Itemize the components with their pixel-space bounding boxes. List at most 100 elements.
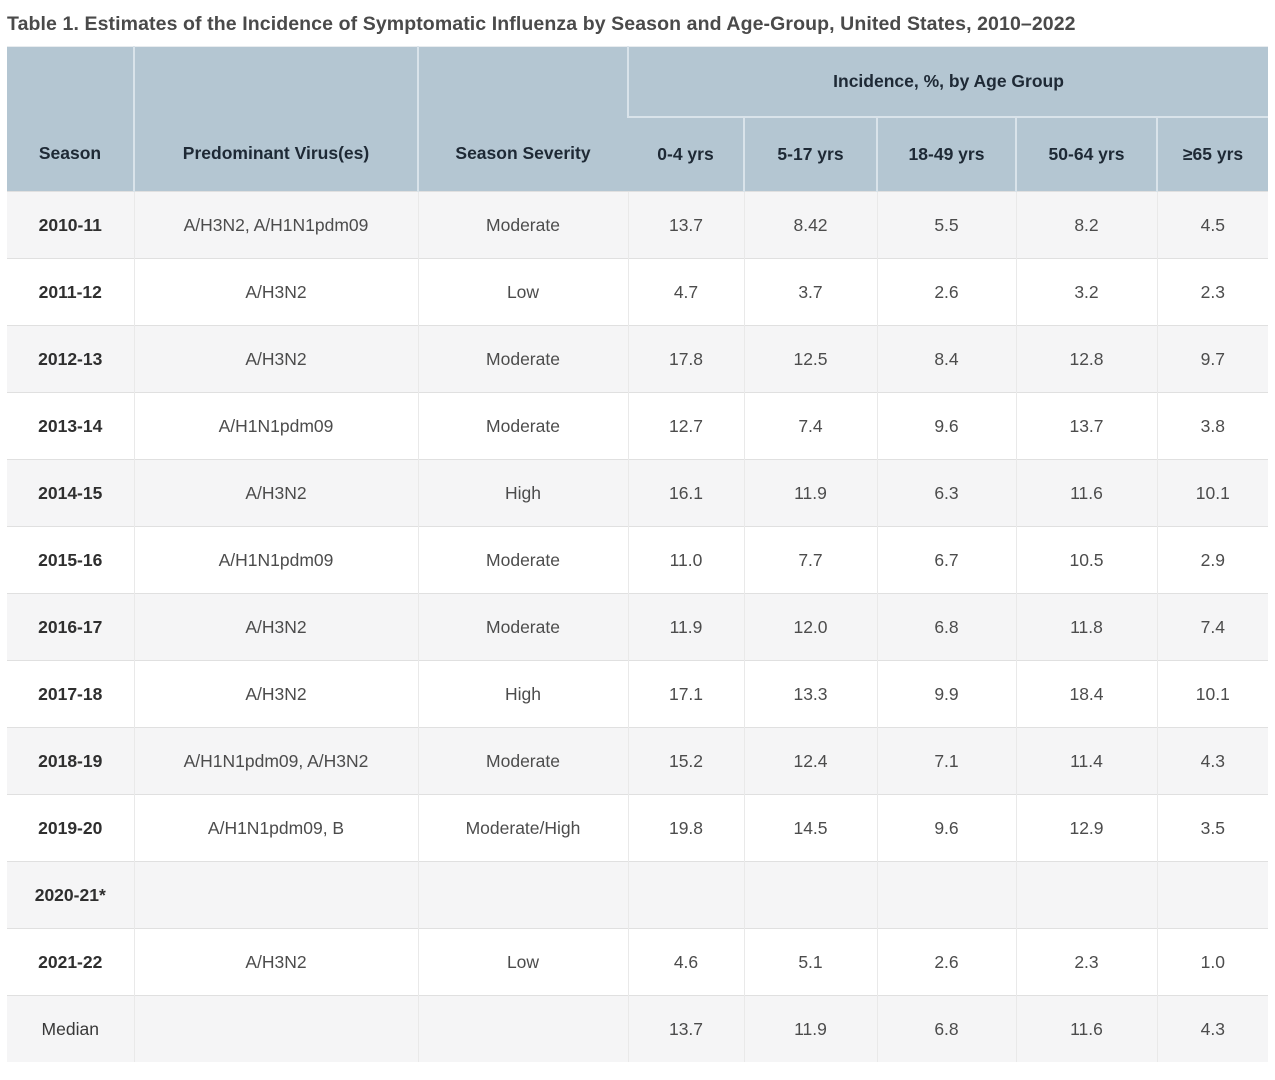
severity-cell: Moderate	[417, 191, 628, 259]
value-cell: 13.3	[743, 660, 877, 728]
table-row: 2021-22 A/H3N2 Low 4.6 5.1 2.6 2.3 1.0	[7, 928, 1269, 996]
table-row: 2016-17 A/H3N2 Moderate 11.9 12.0 6.8 11.8 7.4	[7, 593, 1269, 661]
col-header-age-18-49: 18-49 yrs	[876, 117, 1016, 192]
season-cell: 2020-21*	[7, 861, 134, 929]
table-row: 2020-21*	[7, 861, 1269, 929]
severity-cell	[417, 861, 628, 929]
virus-cell: A/H1N1pdm09	[133, 392, 418, 460]
value-cell: 12.0	[743, 593, 877, 661]
virus-cell: A/H1N1pdm09, A/H3N2	[133, 727, 418, 795]
value-cell: 7.1	[876, 727, 1016, 795]
incidence-table: Season Predominant Virus(es) Season Seve…	[7, 46, 1269, 1062]
value-cell: 8.4	[876, 325, 1016, 393]
col-header-age-0-4: 0-4 yrs	[628, 117, 744, 192]
value-cell: 2.6	[876, 258, 1016, 326]
severity-cell: Moderate	[417, 593, 628, 661]
season-cell: 2010-11	[7, 191, 134, 259]
severity-cell: High	[417, 660, 628, 728]
value-cell: 11.6	[1015, 995, 1157, 1062]
virus-cell: A/H1N1pdm09, B	[133, 794, 418, 862]
value-cell	[1156, 861, 1269, 929]
col-header-predominant-virus: Predominant Virus(es)	[133, 46, 418, 192]
virus-cell: A/H1N1pdm09	[133, 526, 418, 594]
value-cell: 13.7	[627, 191, 744, 259]
value-cell	[743, 861, 877, 929]
value-cell: 11.0	[627, 526, 744, 594]
severity-cell: Low	[417, 928, 628, 996]
value-cell: 11.6	[1015, 459, 1157, 527]
severity-cell	[417, 995, 628, 1062]
virus-cell	[133, 861, 418, 929]
value-cell: 9.7	[1156, 325, 1269, 393]
col-header-season: Season	[7, 46, 134, 192]
virus-cell: A/H3N2	[133, 928, 418, 996]
value-cell: 2.6	[876, 928, 1016, 996]
severity-cell: Moderate	[417, 526, 628, 594]
season-cell: 2016-17	[7, 593, 134, 661]
table-row: 2015-16 A/H1N1pdm09 Moderate 11.0 7.7 6.7 10.5…	[7, 526, 1269, 594]
value-cell: 12.8	[1015, 325, 1157, 393]
value-cell: 9.6	[876, 794, 1016, 862]
value-cell: 8.42	[743, 191, 877, 259]
col-header-age-65-plus: ≥65 yrs	[1155, 117, 1269, 192]
severity-cell: Moderate	[417, 727, 628, 795]
value-cell	[1015, 861, 1157, 929]
value-cell: 13.7	[1015, 392, 1157, 460]
value-cell: 5.1	[743, 928, 877, 996]
season-cell: Median	[7, 995, 134, 1062]
value-cell: 2.9	[1156, 526, 1269, 594]
value-cell: 4.3	[1156, 727, 1269, 795]
value-cell: 12.7	[627, 392, 744, 460]
value-cell: 11.9	[743, 459, 877, 527]
value-cell: 12.4	[743, 727, 877, 795]
header-row-age-groups: 0-4 yrs 5-17 yrs 18-49 yrs 50-64 yrs ≥65…	[7, 117, 1269, 192]
col-header-age-5-17: 5-17 yrs	[743, 117, 877, 192]
value-cell: 17.8	[627, 325, 744, 393]
value-cell: 12.9	[1015, 794, 1157, 862]
season-cell: 2019-20	[7, 794, 134, 862]
season-cell: 2015-16	[7, 526, 134, 594]
value-cell: 7.7	[743, 526, 877, 594]
value-cell: 3.7	[743, 258, 877, 326]
table-row: Median 13.7 11.9 6.8 11.6 4.3	[7, 995, 1269, 1062]
value-cell: 3.5	[1156, 794, 1269, 862]
value-cell	[876, 861, 1016, 929]
table-row: 2017-18 A/H3N2 High 17.1 13.3 9.9 18.4 10.1	[7, 660, 1269, 728]
value-cell: 6.7	[876, 526, 1016, 594]
col-header-season-severity: Season Severity	[417, 46, 628, 192]
season-cell: 2014-15	[7, 459, 134, 527]
virus-cell: A/H3N2	[133, 325, 418, 393]
value-cell: 13.7	[627, 995, 744, 1062]
table-row: 2012-13 A/H3N2 Moderate 17.8 12.5 8.4 12.8 9.7	[7, 325, 1269, 393]
value-cell: 15.2	[627, 727, 744, 795]
value-cell: 2.3	[1015, 928, 1157, 996]
virus-cell: A/H3N2	[133, 660, 418, 728]
table-row: 2018-19 A/H1N1pdm09, A/H3N2 Moderate 15.2 12…	[7, 727, 1269, 795]
value-cell: 18.4	[1015, 660, 1157, 728]
value-cell: 10.1	[1156, 660, 1269, 728]
severity-cell: Moderate	[417, 325, 628, 393]
value-cell: 12.5	[743, 325, 877, 393]
severity-cell: Low	[417, 258, 628, 326]
season-cell: 2017-18	[7, 660, 134, 728]
value-cell: 6.8	[876, 593, 1016, 661]
value-cell: 3.2	[1015, 258, 1157, 326]
table-row: 2013-14 A/H1N1pdm09 Moderate 12.7 7.4 9.6 13.7…	[7, 392, 1269, 460]
table-body: 2010-11 A/H3N2, A/H1N1pdm09 Moderate 13.7 8.…	[7, 191, 1269, 1062]
virus-cell: A/H3N2	[133, 459, 418, 527]
season-cell: 2012-13	[7, 325, 134, 393]
value-cell: 4.5	[1156, 191, 1269, 259]
value-cell: 11.8	[1015, 593, 1157, 661]
value-cell: 7.4	[1156, 593, 1269, 661]
value-cell	[627, 861, 744, 929]
severity-cell: High	[417, 459, 628, 527]
severity-cell: Moderate/High	[417, 794, 628, 862]
season-cell: 2018-19	[7, 727, 134, 795]
value-cell: 6.3	[876, 459, 1016, 527]
table-row: 2019-20 A/H1N1pdm09, B Moderate/High 19.8 14…	[7, 794, 1269, 862]
table-header: Season Predominant Virus(es) Season Seve…	[7, 46, 1269, 192]
col-header-age-50-64: 50-64 yrs	[1015, 117, 1157, 192]
value-cell: 9.9	[876, 660, 1016, 728]
value-cell: 3.8	[1156, 392, 1269, 460]
value-cell: 4.3	[1156, 995, 1269, 1062]
